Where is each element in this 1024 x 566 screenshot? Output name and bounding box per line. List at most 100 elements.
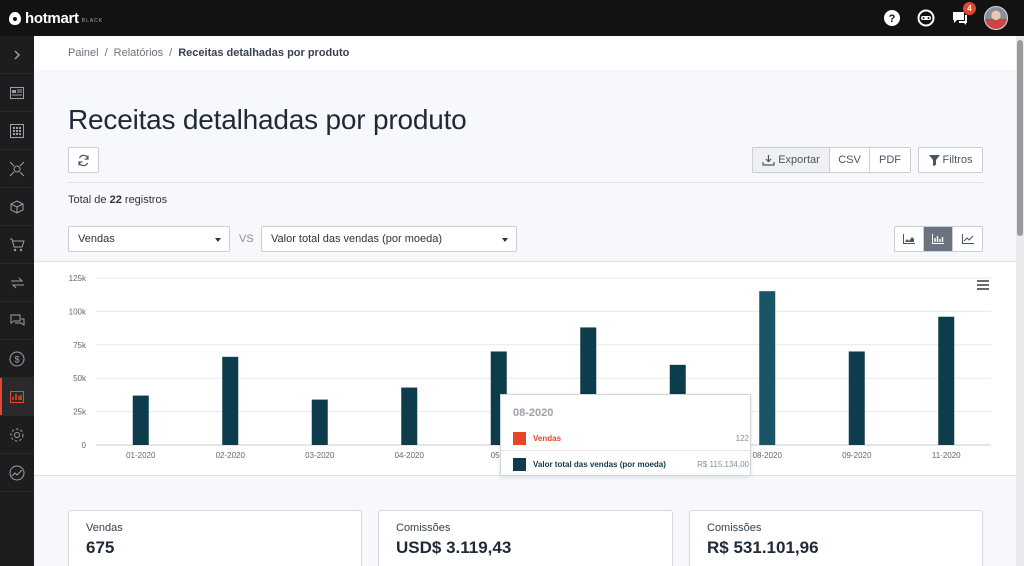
breadcrumb-separator: / <box>169 47 173 59</box>
settings-icon <box>10 428 24 441</box>
x-tick-label: 02-2020 <box>216 451 246 460</box>
sidebar-item-apps[interactable] <box>0 112 34 150</box>
card-value: R$ 531.101,96 <box>707 538 819 557</box>
x-tick-label: 03-2020 <box>305 451 335 460</box>
refresh-icon <box>78 154 89 166</box>
sidebar-expand[interactable] <box>0 36 34 74</box>
download-icon <box>762 155 775 166</box>
filters-label: Filtros <box>942 154 973 166</box>
bar-chart-icon <box>932 234 944 244</box>
card-value: USD$ 3.119,43 <box>396 538 512 557</box>
x-tick-label: 05-2 <box>491 451 508 460</box>
summary-card-comissoes-brl: Comissões R$ 531.101,96 <box>689 510 983 566</box>
user-avatar[interactable] <box>984 6 1008 30</box>
metric-select[interactable]: Vendas <box>68 226 230 252</box>
tooltip-row-value: R$ 115.134,00 <box>697 459 749 469</box>
sidebar: $ <box>0 36 34 566</box>
sidebar-item-network[interactable] <box>0 150 34 188</box>
card-label: Vendas <box>86 522 123 534</box>
y-tick-label: 75k <box>73 341 87 350</box>
bar-chart-button[interactable] <box>924 227 953 251</box>
bar-04-2020 <box>401 387 418 445</box>
sidebar-item-messages[interactable] <box>0 302 34 340</box>
tooltip-title: 08-2020 <box>513 407 554 419</box>
sidebar-item-settings[interactable] <box>0 416 34 454</box>
chat-icon <box>10 314 24 326</box>
top-bar: hotmart BLACK ? 4 <box>0 0 1024 36</box>
messages-icon[interactable]: 4 <box>948 2 976 30</box>
y-tick-label: 50k <box>73 374 87 383</box>
scroll-thumb[interactable] <box>1017 40 1023 236</box>
sidebar-item-products[interactable] <box>0 188 34 226</box>
summary-card-comissoes-usd: Comissões USD$ 3.119,43 <box>378 510 673 566</box>
help-icon[interactable]: ? <box>880 6 904 30</box>
hotmart-logo[interactable]: hotmart BLACK <box>8 10 103 27</box>
box-icon <box>10 199 24 214</box>
tooltip-row-value: 122 <box>735 433 749 443</box>
pdf-button[interactable]: PDF <box>879 154 901 166</box>
page-scrollbar[interactable] <box>1016 36 1024 566</box>
line-chart-button[interactable] <box>953 227 982 251</box>
export-group: Exportar CSV PDF <box>752 147 911 173</box>
area-chart-button[interactable] <box>895 227 924 251</box>
card-label: Comissões <box>707 522 762 534</box>
vs-label: VS <box>239 233 254 245</box>
chart-type-switcher <box>894 226 983 252</box>
sidebar-item-analytics[interactable] <box>0 454 34 492</box>
bar-03-2020 <box>311 399 328 445</box>
total-records: Total de 22 registros <box>68 194 167 206</box>
svg-text:?: ? <box>889 13 896 25</box>
tooltip-row-vendas: Vendas 122 <box>513 431 750 445</box>
apps-grid-icon <box>10 123 24 138</box>
tooltip-row-name: Vendas <box>533 433 562 443</box>
export-button[interactable]: Exportar <box>753 148 830 172</box>
divider <box>68 182 983 183</box>
dollar-icon: $ <box>9 351 25 366</box>
bar-11-2020 <box>938 316 955 445</box>
filters-button[interactable]: Filtros <box>918 147 983 173</box>
tooltip-divider <box>501 450 750 451</box>
breadcrumb: Painel / Relatórios / Receitas detalhada… <box>34 36 1016 70</box>
summary-card-vendas: Vendas 675 <box>68 510 362 566</box>
breadcrumb-home[interactable]: Painel <box>68 47 99 59</box>
sidebar-item-news[interactable] <box>0 74 34 112</box>
chart-tooltip: 08-2020 Vendas 122 Valor total das venda… <box>500 394 751 476</box>
export-label: Exportar <box>778 154 820 166</box>
chart-menu-icon[interactable] <box>976 279 990 291</box>
card-value: 675 <box>86 538 115 557</box>
bar-08-2020 <box>759 291 776 445</box>
analytics-icon <box>9 465 25 480</box>
x-tick-label: 08-2020 <box>753 451 783 460</box>
csv-button[interactable]: CSV <box>830 148 870 172</box>
support-icon[interactable] <box>914 6 938 30</box>
breadcrumb-current: Receitas detalhadas por produto <box>178 47 350 59</box>
tooltip-row-total: Valor total das vendas (por moeda) R$ 11… <box>513 457 750 471</box>
x-tick-label: 01-2020 <box>126 451 156 460</box>
total-prefix: Total de <box>68 194 107 206</box>
notification-badge: 4 <box>963 2 976 15</box>
page-title: Receitas detalhadas por produto <box>68 104 467 135</box>
x-tick-label: 11-2020 <box>932 451 961 460</box>
reports-icon <box>10 390 24 403</box>
line-chart-icon <box>961 234 974 244</box>
sidebar-item-finance[interactable]: $ <box>0 340 34 378</box>
total-count: 22 <box>109 194 122 206</box>
compare-select[interactable]: Valor total das vendas (por moeda) <box>261 226 517 252</box>
y-tick-label: 100k <box>69 307 87 316</box>
sidebar-item-reports[interactable] <box>0 378 34 416</box>
bar-02-2020 <box>222 356 239 445</box>
area-chart-icon <box>903 234 915 244</box>
sidebar-item-subscriptions[interactable] <box>0 264 34 302</box>
card-label: Comissões <box>396 522 451 534</box>
y-tick-label: 125k <box>69 274 87 283</box>
chevron-right-icon <box>14 49 21 60</box>
sidebar-item-sales[interactable] <box>0 226 34 264</box>
svg-text:$: $ <box>14 354 19 364</box>
filter-icon <box>928 154 940 166</box>
breadcrumb-reports[interactable]: Relatórios <box>113 47 164 59</box>
total-swatch <box>513 457 526 471</box>
x-tick-label: 04-2020 <box>395 451 425 460</box>
x-tick-label: 09-2020 <box>842 451 872 460</box>
refresh-button[interactable] <box>68 147 99 173</box>
revenue-bar-chart: 0 25k 50k 75k 100k 125k 01-2020 02-2020 03-2020 0… <box>69 274 991 460</box>
